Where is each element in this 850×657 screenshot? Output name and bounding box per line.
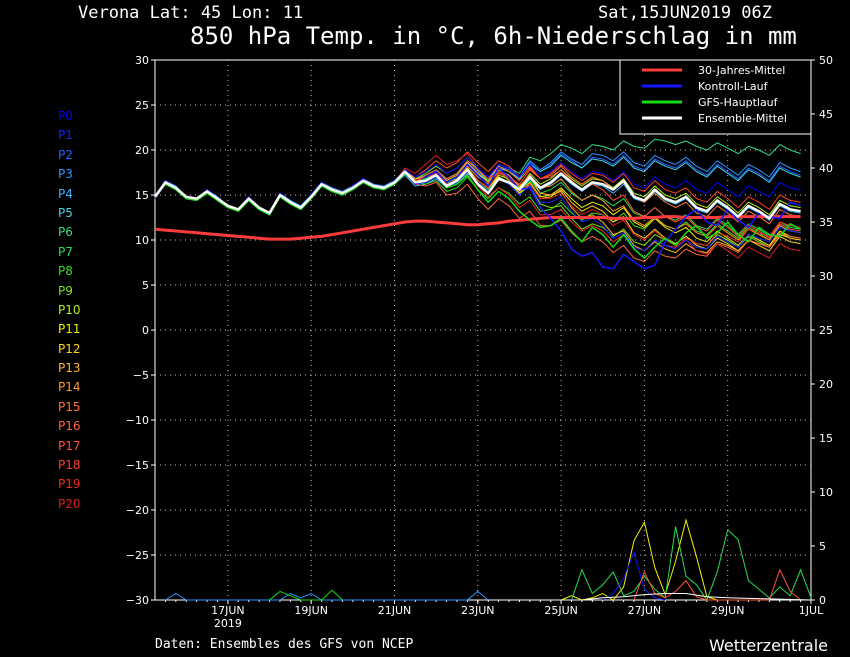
member-label-p17: P17 (58, 438, 81, 453)
member-label-p7: P7 (58, 244, 73, 259)
member-label-p6: P6 (58, 225, 73, 240)
legend-label: 30-Jahres-Mittel (698, 64, 785, 77)
y-tick-label-right: 10 (819, 486, 833, 499)
ensemble-mean-line (153, 168, 801, 220)
y-tick-label-left: 0 (142, 324, 149, 337)
y-tick-label-right: 45 (819, 108, 833, 121)
legend-label: Kontroll-Lauf (698, 80, 769, 93)
precipitation-line (602, 550, 666, 601)
y-tick-label-right: 0 (819, 594, 826, 607)
member-label-p18: P18 (58, 458, 81, 473)
x-tick-sublabel: 2019 (214, 617, 242, 630)
y-tick-label-left: −5 (133, 369, 149, 382)
x-tick-label: 29JUN (711, 604, 745, 617)
gfs-main-line (154, 172, 801, 259)
y-tick-label-left: 30 (135, 54, 149, 67)
precipitation-line (633, 568, 801, 601)
member-label-p3: P3 (58, 167, 73, 182)
x-tick-label: 23JUN (461, 604, 495, 617)
precipitation-line (165, 590, 489, 601)
precipitation-line (269, 589, 343, 601)
x-tick-label: 25JUN (544, 604, 578, 617)
y-tick-label-right: 25 (819, 324, 833, 337)
y-tick-label-left: −30 (126, 594, 149, 607)
y-tick-label-left: −25 (126, 549, 149, 562)
y-tick-label-left: −20 (126, 504, 149, 517)
plot-frame (154, 59, 812, 601)
member-label-p13: P13 (58, 361, 81, 376)
y-tick-label-right: 40 (819, 162, 833, 175)
y-tick-label-right: 35 (819, 216, 833, 229)
y-tick-label-right: 50 (819, 54, 833, 67)
member-label-p8: P8 (58, 264, 73, 279)
y-tick-label-left: 5 (142, 279, 149, 292)
member-label-p19: P19 (58, 477, 81, 492)
member-label-p1: P1 (58, 128, 73, 143)
precipitation-line (581, 593, 812, 601)
y-tick-label-left: 25 (135, 99, 149, 112)
y-tick-label-left: 10 (135, 234, 149, 247)
precipitation-line (560, 518, 718, 601)
location-label: Verona Lat: 45 Lon: 11 (78, 3, 304, 23)
x-tick-label: 17JUN (211, 604, 245, 617)
y-tick-label-left: 20 (135, 144, 149, 157)
data-source-credit: Daten: Ensembles des GFS von NCEP (155, 637, 414, 652)
y-tick-label-left: −15 (126, 459, 149, 472)
member-label-p16: P16 (58, 419, 81, 434)
climatology-line (154, 215, 801, 241)
member-label-p11: P11 (58, 322, 81, 337)
legend-label: Ensemble-Mittel (698, 112, 787, 125)
x-tick-label: 27JUN (628, 604, 662, 617)
member-label-p0: P0 (58, 109, 73, 123)
member-label-p2: P2 (58, 147, 73, 162)
x-tick-label: 1JUL (799, 604, 824, 617)
ensemble-member-list: P0 P1 P2 P3 P4 P5 P6 P7 P8 P9 P10 P11 P12 P13 P14 P15 P1… (58, 107, 81, 514)
y-tick-label-right: 5 (819, 540, 826, 553)
y-tick-label-left: −10 (126, 414, 149, 427)
y-tick-label-right: 20 (819, 378, 833, 391)
chart-title: 850 hPa Temp. in °C, 6h-Niederschlag in … (190, 22, 797, 50)
x-tick-label: 21JUN (378, 604, 412, 617)
member-label-p4: P4 (58, 186, 73, 201)
member-label-p20: P20 (58, 496, 81, 511)
member-label-p14: P14 (58, 380, 81, 395)
legend-label: GFS-Hauptlauf (698, 96, 779, 109)
member-label-p10: P10 (58, 302, 81, 317)
legend-box (619, 59, 812, 135)
y-tick-label-left: 15 (135, 189, 149, 202)
member-label-p9: P9 (58, 283, 73, 298)
member-label-p15: P15 (58, 399, 81, 414)
y-tick-label-right: 30 (819, 270, 833, 283)
y-tick-label-right: 15 (819, 432, 833, 445)
member-label-p12: P12 (58, 341, 81, 356)
run-datetime: Sat,15JUN2019 06Z (598, 3, 772, 23)
member-label-p5: P5 (58, 205, 73, 220)
x-tick-label: 19JUN (294, 604, 328, 617)
brand-label: Wetterzentrale (708, 636, 828, 655)
